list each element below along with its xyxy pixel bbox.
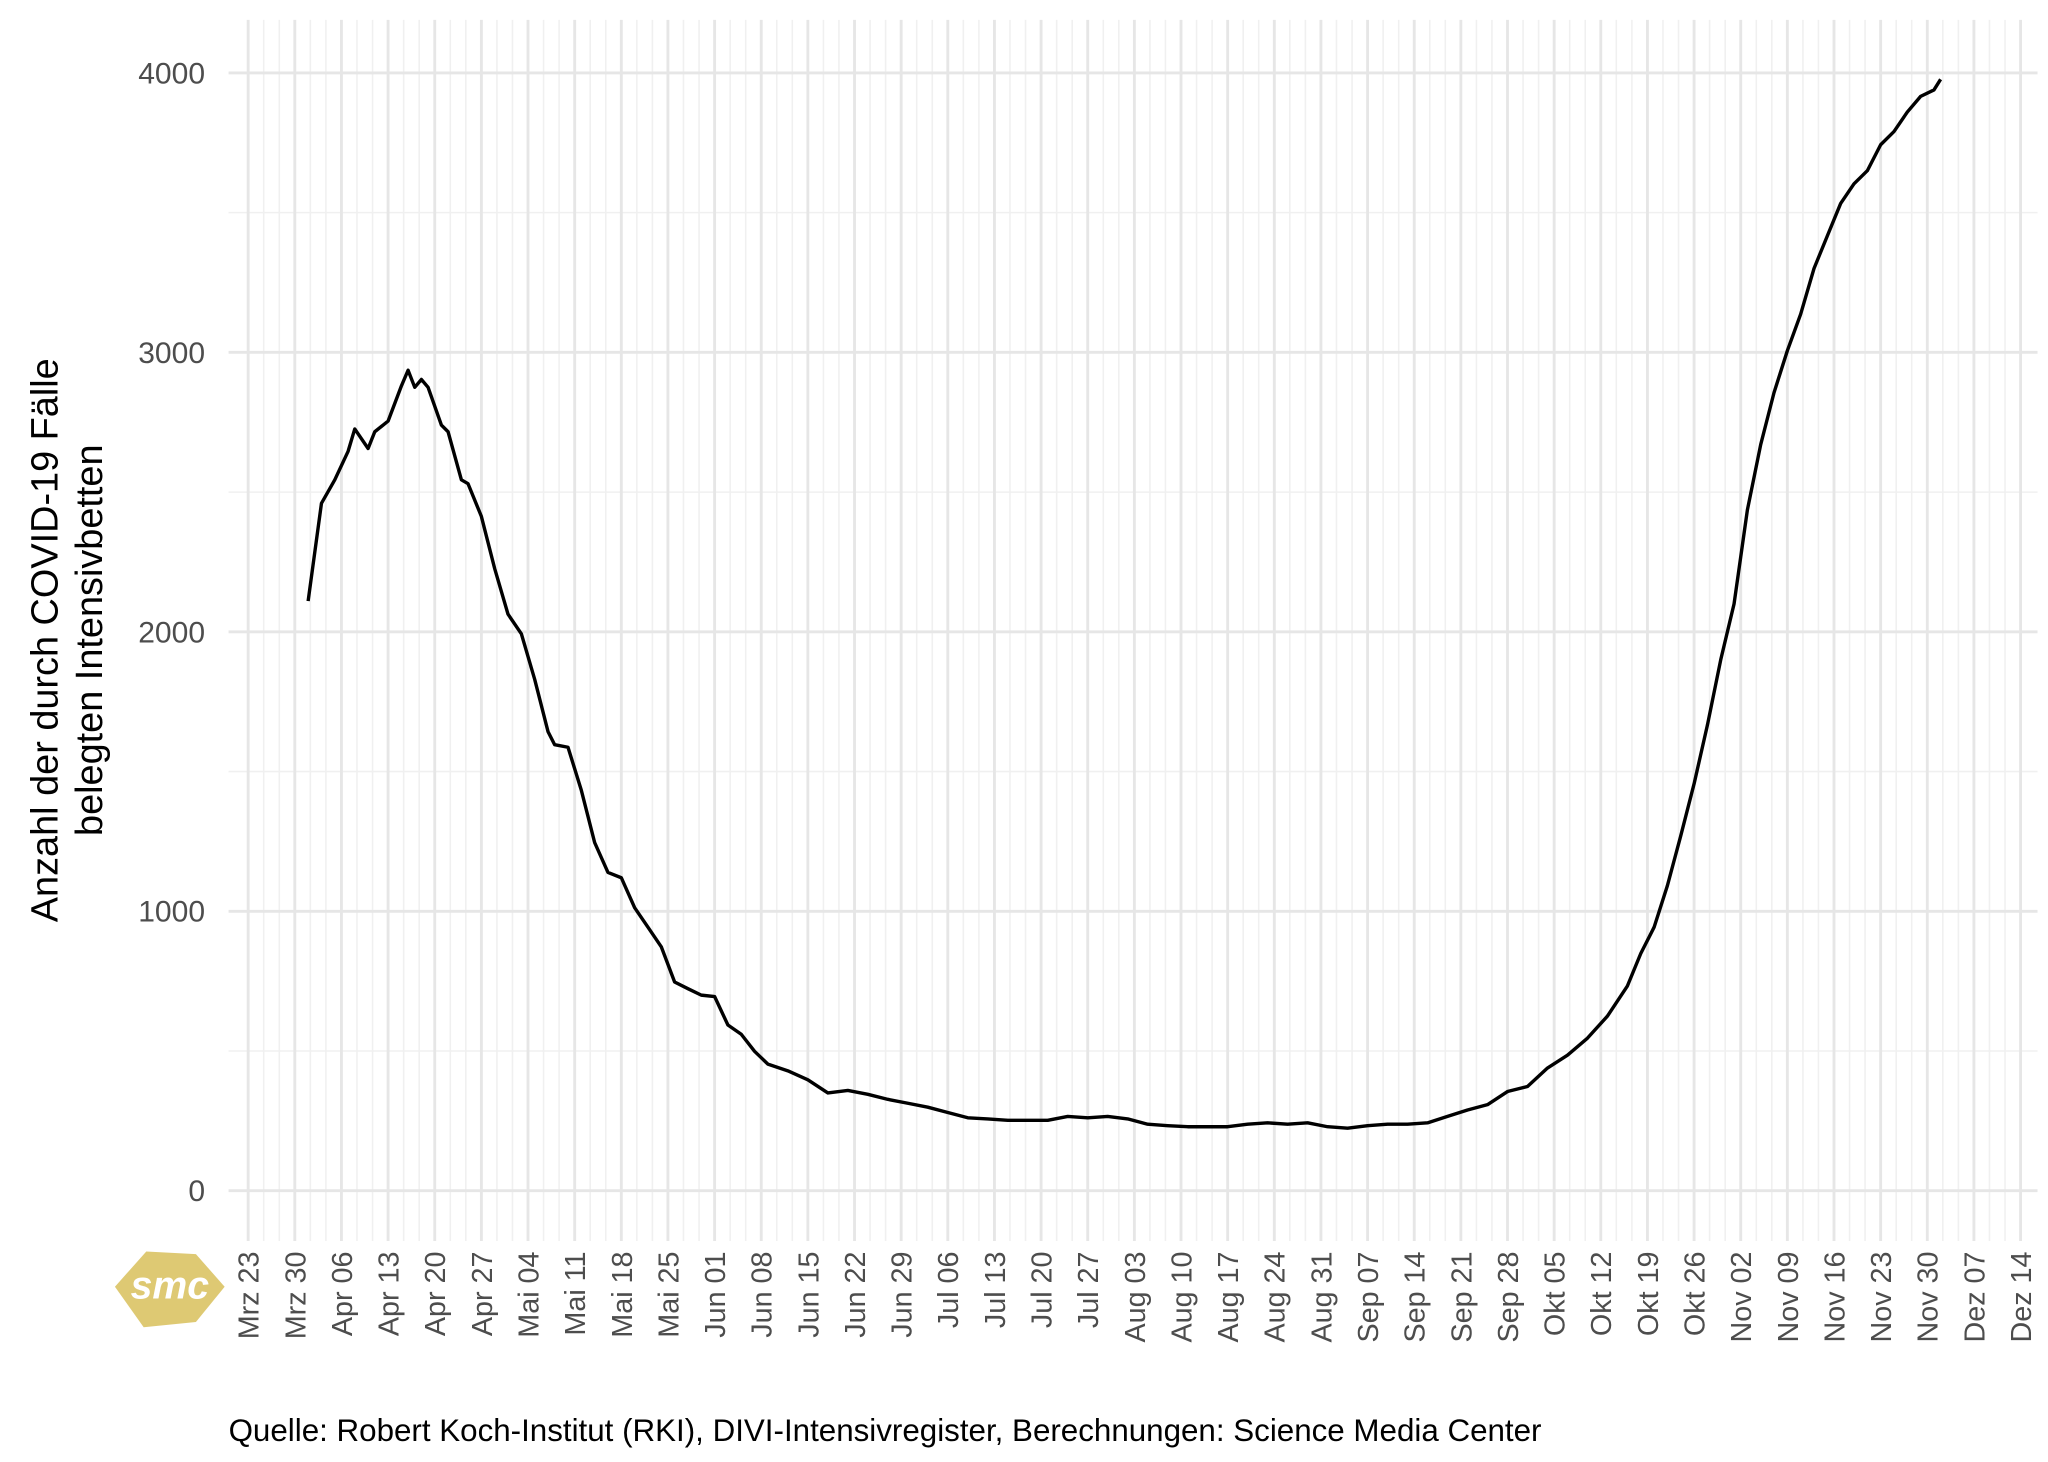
x-tick-label: Jun 22	[840, 1251, 872, 1337]
x-tick-label: Okt 12	[1586, 1251, 1618, 1336]
y-tick-label: 1000	[138, 896, 205, 929]
x-tick-label: Nov 16	[1819, 1251, 1851, 1342]
logo-text: smc	[131, 1265, 210, 1308]
x-tick-label: Jun 01	[700, 1251, 732, 1337]
x-tick-label: Aug 24	[1260, 1251, 1292, 1342]
x-tick-label: Mrz 30	[280, 1251, 312, 1339]
x-tick-label: Apr 27	[467, 1251, 499, 1336]
x-tick-label: Dez 07	[1959, 1251, 1991, 1342]
x-tick-label: Sep 28	[1493, 1251, 1525, 1342]
x-tick-label: Mrz 23	[234, 1251, 266, 1339]
x-tick-label: Jun 29	[887, 1251, 919, 1337]
x-tick-label: Sep 14	[1400, 1251, 1432, 1342]
x-tick-label: Jun 08	[747, 1251, 779, 1337]
x-tick-label: Aug 10	[1166, 1251, 1198, 1342]
x-tick-label: Mai 18	[607, 1251, 639, 1337]
x-tick-label: Dez 14	[2006, 1251, 2038, 1342]
x-tick-label: Sep 21	[1446, 1251, 1478, 1342]
marks	[306, 78, 1943, 1130]
x-tick-label: Apr 06	[327, 1251, 359, 1336]
y-tick-label: 2000	[138, 616, 205, 649]
x-tick-label: Okt 19	[1633, 1251, 1665, 1336]
x-tick-label: Aug 31	[1306, 1251, 1338, 1342]
x-tick-label: Jun 15	[793, 1251, 825, 1337]
x-tick-label: Jul 13	[980, 1251, 1012, 1328]
y-axis-title: belegten Intensivbetten	[69, 444, 111, 836]
x-tick-label: Jul 06	[933, 1251, 965, 1328]
caption: Quelle: Robert Koch-Institut (RKI), DIVI…	[229, 1413, 1542, 1448]
x-tick-label: Apr 20	[420, 1251, 452, 1336]
x-tick-label: Nov 02	[1726, 1251, 1758, 1342]
x-tick-label: Nov 30	[1913, 1251, 1945, 1342]
x-tick-label: Nov 23	[1866, 1251, 1898, 1342]
y-tick-label: 3000	[138, 337, 205, 370]
y-tick-label: 4000	[138, 57, 205, 90]
y-tick-label: 0	[188, 1175, 205, 1208]
x-tick-label: Nov 09	[1773, 1251, 1805, 1342]
x-tick-label: Apr 13	[374, 1251, 406, 1336]
x-tick-label: Mai 04	[513, 1251, 545, 1337]
x-tick-label: Jul 27	[1073, 1251, 1105, 1328]
x-tick-label: Mai 11	[560, 1251, 592, 1335]
x-tick-label: Okt 05	[1540, 1251, 1572, 1336]
x-tick-label: Mai 25	[653, 1251, 685, 1337]
x-tick-label: Sep 07	[1353, 1251, 1385, 1342]
labels: 0 1000 2000 3000 4000 Mrz 23 Mrz 30 Apr 06 Apr 1…	[24, 57, 2038, 1342]
data-line	[306, 78, 1943, 1130]
x-tick-label: Okt 26	[1680, 1251, 1712, 1336]
x-tick-label: Jul 20	[1027, 1251, 1059, 1328]
grid	[228, 19, 2038, 1242]
x-tick-label: Aug 03	[1120, 1251, 1152, 1342]
y-axis-title: Anzahl der durch COVID-19 Fälle	[24, 358, 66, 922]
logo-shape	[114, 1251, 225, 1328]
logo: smc	[114, 1251, 225, 1328]
x-tick-label: Aug 17	[1213, 1251, 1245, 1342]
